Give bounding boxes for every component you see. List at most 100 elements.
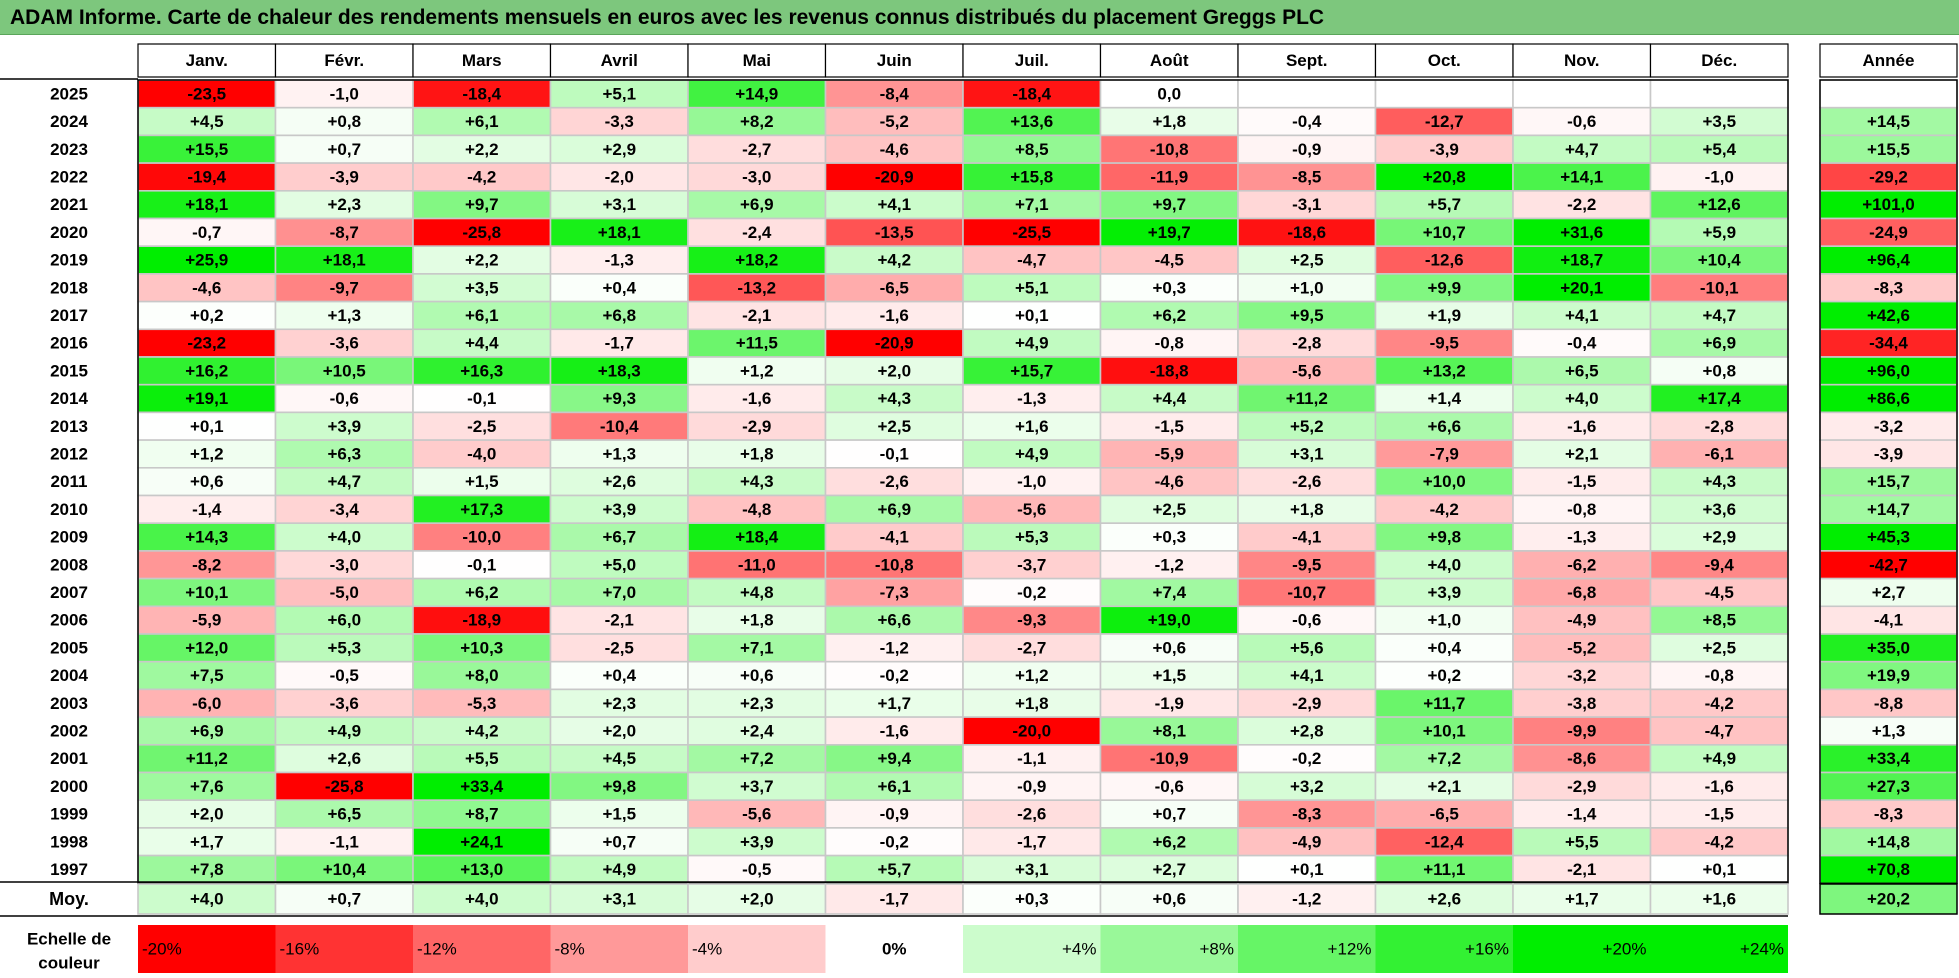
heatmap-cell [1237, 716, 1377, 746]
heatmap-cell [1099, 383, 1239, 414]
cell-value: -2,9 [1567, 777, 1596, 796]
heatmap-cell [962, 106, 1102, 137]
cell-value: -0,6 [1155, 777, 1184, 796]
average-cell [962, 883, 1102, 915]
average-cell [1649, 883, 1789, 915]
cell-value: +6,5 [327, 805, 361, 824]
heatmap-cell [1649, 827, 1789, 857]
cell-value: +5,5 [1565, 832, 1599, 851]
cell-value: +1,4 [1427, 389, 1461, 408]
cell-value: +2,0 [602, 721, 636, 740]
cell-value: -3,6 [330, 334, 359, 353]
cell-value: +5,2 [1290, 417, 1324, 436]
cell-value: +6,7 [602, 528, 636, 547]
heatmap-cell [274, 660, 414, 691]
cell-value: +0,2 [1427, 666, 1461, 685]
cell-value: -2,6 [1292, 472, 1321, 491]
cell-value: +8,7 [465, 805, 499, 824]
cell-value: +16,3 [460, 361, 503, 380]
row-label: 1999 [50, 805, 88, 824]
cell-value: +2,1 [1565, 444, 1599, 463]
heatmap-cell [687, 190, 827, 220]
cell-value: -9,9 [1567, 721, 1596, 740]
cell-value: 0,0 [1157, 84, 1181, 103]
column-header-cell [412, 43, 552, 78]
column-header: Mai [743, 51, 771, 70]
cell-value: -3,2 [1567, 666, 1596, 685]
cell-value: -4,1 [880, 528, 909, 547]
annual-value: +27,3 [1867, 777, 1910, 796]
heatmap-cell [412, 633, 552, 663]
cell-value: +4,2 [465, 721, 499, 740]
column-header: Déc. [1701, 51, 1737, 70]
annual-value: +2,7 [1872, 583, 1906, 602]
heatmap-cell [412, 79, 552, 109]
heatmap-cell [412, 522, 552, 552]
cell-value: +2,5 [1152, 500, 1186, 519]
cell-value: -10,8 [1150, 140, 1189, 159]
cell-value: +6,0 [327, 611, 361, 630]
cell-value: +9,4 [877, 749, 911, 768]
heatmap-cell [962, 300, 1102, 331]
heatmap-cell [962, 190, 1102, 220]
cell-value: -4,2 [1705, 832, 1734, 851]
cell-value: +7,5 [190, 666, 224, 685]
annual-cell [1819, 411, 1958, 441]
annual-value: +19,9 [1867, 666, 1910, 685]
heatmap-cell [1649, 577, 1789, 608]
average-annual-cell [1819, 883, 1958, 915]
heatmap-cell [1099, 356, 1239, 386]
annual-value: +33,4 [1867, 749, 1911, 768]
heatmap-cell [824, 799, 964, 829]
row-label: 2013 [50, 417, 88, 436]
heatmap-cell [824, 716, 964, 746]
annual-value: +96,4 [1867, 251, 1911, 270]
heatmap-cell [412, 245, 552, 275]
cell-value: -5,0 [330, 583, 359, 602]
annual-cell [1819, 494, 1958, 525]
cell-value: -18,4 [462, 84, 501, 103]
cell-value: +11,1 [1423, 860, 1465, 879]
cell-value: +9,5 [1290, 306, 1324, 325]
scale-swatch [138, 925, 276, 973]
row-label: 2003 [50, 694, 88, 713]
cell-value: -4,5 [1155, 251, 1184, 270]
heatmap-cell [549, 439, 689, 469]
heatmap-cell [1512, 771, 1652, 802]
cell-value: +1,3 [602, 444, 636, 463]
cell-value: -12,6 [1425, 251, 1464, 270]
heatmap-cell [824, 743, 964, 774]
heatmap-cell [1374, 605, 1514, 635]
cell-value: -0,6 [1567, 112, 1596, 131]
cell-value: +3,5 [465, 278, 499, 297]
cell-value: -6,5 [880, 278, 909, 297]
column-header-cell [137, 43, 277, 78]
cell-value: -4,9 [1292, 832, 1321, 851]
cell-value: -18,8 [1150, 361, 1189, 380]
cell-value: +6,5 [1565, 361, 1599, 380]
cell-value: -20,9 [875, 334, 914, 353]
cell-value: -2,0 [605, 167, 634, 186]
heatmap-cell [962, 550, 1102, 580]
cell-value: +20,8 [1423, 167, 1466, 186]
heatmap-cell [412, 273, 552, 303]
heatmap-cell [1649, 273, 1789, 303]
scale-tick-label: +20% [1603, 940, 1647, 959]
heatmap-cell [412, 162, 552, 192]
annual-value: +101,0 [1862, 195, 1914, 214]
cell-value: -0,9 [880, 805, 909, 824]
heatmap-cell [1237, 633, 1377, 663]
cell-value: -6,5 [1430, 805, 1459, 824]
heatmap-cell [137, 577, 277, 608]
cell-value: -0,7 [192, 223, 221, 242]
cell-value: +6,9 [190, 721, 224, 740]
cell-value: +0,6 [190, 472, 224, 491]
heatmap-cell [962, 577, 1102, 608]
cell-value: +2,8 [1290, 721, 1324, 740]
cell-value: +1,0 [1290, 278, 1324, 297]
average-cell [687, 883, 827, 915]
cell-value: -3,9 [1430, 140, 1459, 159]
cell-value: -3,4 [330, 500, 360, 519]
heatmap-cell [549, 106, 689, 137]
row-label: 2022 [50, 167, 88, 186]
